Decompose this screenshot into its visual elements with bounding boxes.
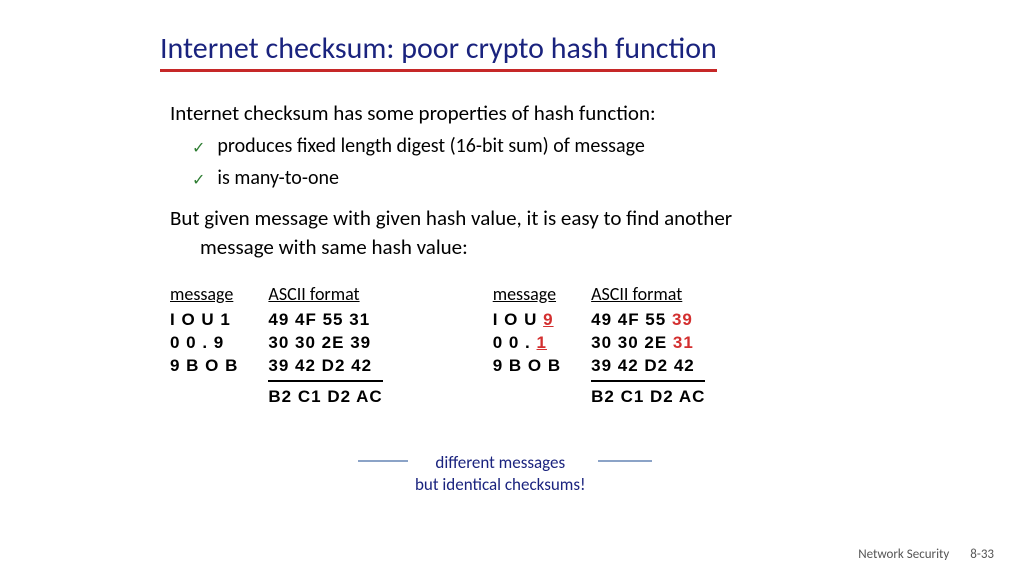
slide-footer: Network Security 8-33 — [858, 547, 994, 562]
but-line: But given message with given hash value,… — [170, 205, 732, 231]
hex-row: 30 30 2E 31 — [591, 332, 705, 355]
example-left: message I O U 1 0 0 . 9 9 B O B ASCII fo… — [170, 283, 383, 409]
column-header: ASCII format — [591, 283, 705, 305]
check-icon: ✓ — [192, 138, 205, 158]
column-header: message — [493, 283, 561, 305]
column-header: ASCII format — [268, 283, 382, 305]
intro-text: Internet checksum has some properties of… — [170, 100, 954, 126]
but-line: message with same hash value: — [200, 233, 954, 262]
message-column: message I O U 9 0 0 . 1 9 B O B — [493, 283, 561, 409]
hex-row: 39 42 D2 42 — [591, 355, 705, 382]
msg-row: 0 0 . 9 — [170, 332, 238, 355]
check-icon: ✓ — [192, 170, 205, 190]
connector-line — [598, 460, 652, 462]
connector-line — [358, 460, 408, 462]
highlighted-digit: 9 — [543, 310, 553, 329]
bullet-item: ✓ is many-to-one — [192, 166, 954, 190]
checksum-value: B2 C1 D2 AC — [268, 386, 382, 409]
msg-row: I O U 9 — [493, 309, 561, 332]
hex-row: 49 4F 55 39 — [591, 309, 705, 332]
annotation-text: different messages but identical checksu… — [415, 452, 586, 496]
highlighted-hex: 31 — [673, 333, 694, 352]
bullet-text: is many-to-one — [217, 166, 339, 190]
example-right: message I O U 9 0 0 . 1 9 B O B ASCII fo… — [493, 283, 706, 409]
page-number: 8-33 — [970, 547, 994, 562]
column-header: message — [170, 283, 238, 305]
transition-text: But given message with given hash value,… — [170, 204, 954, 263]
slide-title: Internet checksum: poor crypto hash func… — [160, 30, 717, 72]
hex-row: 39 42 D2 42 — [268, 355, 382, 382]
ascii-column: ASCII format 49 4F 55 31 30 30 2E 39 39 … — [268, 283, 382, 409]
footer-label: Network Security — [858, 547, 949, 562]
msg-row: 9 B O B — [493, 355, 561, 378]
bullet-item: ✓ produces fixed length digest (16-bit s… — [192, 134, 954, 158]
msg-row: 0 0 . 1 — [493, 332, 561, 355]
bullet-text: produces fixed length digest (16-bit sum… — [217, 134, 644, 158]
highlighted-digit: 1 — [537, 333, 547, 352]
hex-row: 30 30 2E 39 — [268, 332, 382, 355]
examples-row: message I O U 1 0 0 . 9 9 B O B ASCII fo… — [170, 283, 954, 409]
msg-row: 9 B O B — [170, 355, 238, 378]
checksum-value: B2 C1 D2 AC — [591, 386, 705, 409]
annotation-line: different messages — [435, 452, 565, 473]
message-column: message I O U 1 0 0 . 9 9 B O B — [170, 283, 238, 409]
msg-row: I O U 1 — [170, 309, 238, 332]
ascii-column: ASCII format 49 4F 55 39 30 30 2E 31 39 … — [591, 283, 705, 409]
annotation-line: but identical checksums! — [415, 474, 586, 495]
highlighted-hex: 39 — [672, 310, 693, 329]
hex-row: 49 4F 55 31 — [268, 309, 382, 332]
